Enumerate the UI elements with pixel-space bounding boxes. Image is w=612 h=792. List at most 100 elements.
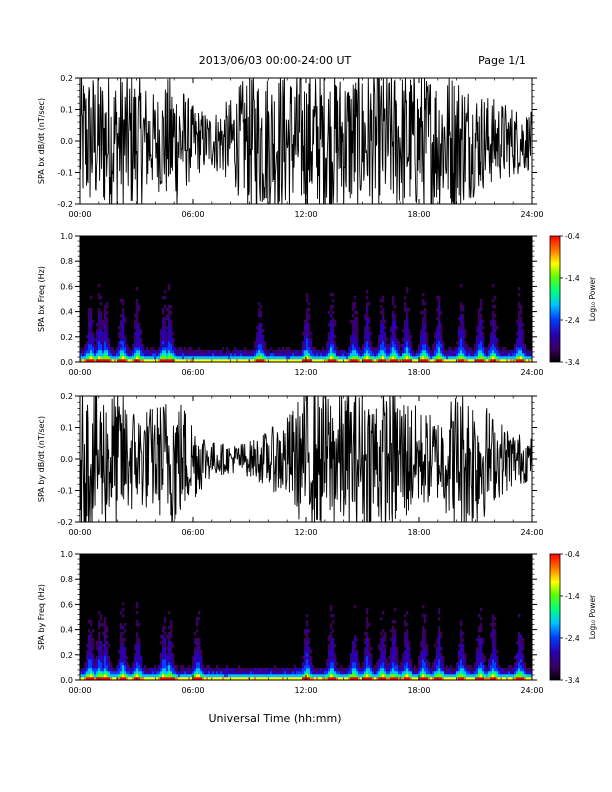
spectrogram-cell: [326, 341, 329, 345]
spectrogram-cell: [138, 332, 141, 336]
spectrogram-cell: [406, 635, 409, 639]
spectrogram-cell: [308, 347, 311, 351]
spectrogram-cell: [516, 677, 519, 681]
spectrogram-cell: [356, 665, 359, 669]
spectrogram-cell: [450, 347, 453, 351]
spectrogram-cell: [514, 656, 517, 660]
spectrogram-cell: [168, 326, 171, 330]
spectrogram-cell: [216, 674, 219, 678]
spectrogram-cell: [490, 677, 493, 681]
spectrogram-cell: [132, 677, 135, 681]
spectrogram-cell: [410, 341, 413, 345]
spectrogram-cell: [406, 359, 409, 363]
spectrogram-cell: [312, 671, 315, 675]
spectrogram-cell: [372, 671, 375, 675]
spectrogram-cell: [88, 323, 91, 327]
spectrogram-cell: [420, 356, 423, 360]
x-tick-label: 06:00: [181, 210, 204, 219]
spectrogram-cell: [306, 353, 309, 357]
spectrogram-cell: [124, 623, 127, 627]
spectrogram-cell: [236, 350, 239, 354]
spectrogram-cell: [144, 350, 147, 354]
spectrogram-cell: [424, 617, 427, 621]
spectrogram-cell: [138, 329, 141, 333]
spectrogram-cell: [100, 347, 103, 351]
spectrogram-cell: [482, 662, 485, 666]
spectrogram-cell: [462, 665, 465, 669]
spectrogram-cell: [430, 356, 433, 360]
spectrogram-cell: [394, 620, 397, 624]
spectrogram-cell: [382, 650, 385, 654]
spectrogram-cell: [256, 332, 259, 336]
spectrogram-cell: [458, 329, 461, 333]
spectrogram-cell: [324, 356, 327, 360]
spectrogram-cell: [392, 299, 395, 303]
x-tick-label: 00:00: [68, 686, 91, 695]
spectrogram-cell: [328, 668, 331, 672]
spectrogram-cell: [156, 674, 159, 678]
spectrogram-cell: [192, 659, 195, 663]
spectrogram-cell: [222, 677, 225, 681]
spectrogram-cell: [124, 662, 127, 666]
spectrogram-cell: [384, 662, 387, 666]
spectrogram-cell: [162, 638, 165, 642]
spectrogram-cell: [138, 344, 141, 348]
spectrogram-cell: [206, 668, 209, 672]
spectrogram-cell: [162, 296, 165, 300]
spectrogram-cell: [518, 302, 521, 306]
spectrogram-cell: [382, 347, 385, 351]
spectrogram-cell: [182, 359, 185, 363]
spectrogram-cell: [370, 356, 373, 360]
spectrogram-cell: [404, 662, 407, 666]
spectrogram-cell: [140, 356, 143, 360]
spectrogram-cell: [334, 347, 337, 351]
y-tick-label: 0.8: [60, 575, 73, 584]
spectrogram-cell: [258, 347, 261, 351]
spectrogram-cell: [490, 674, 493, 678]
spectrogram-cell: [86, 356, 89, 360]
spectrogram-cell: [460, 323, 463, 327]
spectrogram-cell: [302, 674, 305, 678]
spectrogram-cell: [84, 353, 87, 357]
spectrogram-cell: [98, 635, 101, 639]
spectrogram-cell: [274, 677, 277, 681]
spectrogram-cell: [110, 671, 113, 675]
spectrogram-cell: [206, 356, 209, 360]
spectrogram-cell: [464, 329, 467, 333]
spectrogram-cell: [492, 674, 495, 678]
spectrogram-cell: [92, 659, 95, 663]
spectrogram-cell: [458, 335, 461, 339]
spectrogram-cell: [354, 323, 357, 327]
spectrogram-cell: [436, 350, 439, 354]
spectrogram-cell: [406, 653, 409, 657]
spectrogram-cell: [152, 359, 155, 363]
spectrogram-cell: [396, 677, 399, 681]
spectrogram-cell: [392, 632, 395, 636]
spectrogram-cell: [332, 332, 335, 336]
spectrogram-cell: [126, 359, 129, 363]
spectrogram-cell: [308, 350, 311, 354]
spectrogram-cell: [356, 338, 359, 342]
spectrogram-cell: [428, 356, 431, 360]
spectrogram-cell: [440, 332, 443, 336]
spectrogram-cell: [100, 671, 103, 675]
spectrogram-cell: [426, 353, 429, 357]
spectrogram-cell: [438, 611, 441, 615]
spectrogram-cell: [168, 347, 171, 351]
spectrogram-cell: [142, 677, 145, 681]
spectrogram-cell: [104, 344, 107, 348]
spectrogram-cell: [436, 638, 439, 642]
spectrogram-cell: [458, 317, 461, 321]
spectrogram-cell: [458, 332, 461, 336]
spectrogram-cell: [490, 653, 493, 657]
spectrogram-cell: [166, 665, 169, 669]
spectrogram-cell: [234, 350, 237, 354]
spectrogram-cell: [462, 659, 465, 663]
spectrogram-cell: [112, 677, 115, 681]
spectrogram-cell: [104, 671, 107, 675]
spectrogram-cell: [102, 332, 105, 336]
spectrogram-cell: [134, 665, 137, 669]
spectrogram-cell: [460, 350, 463, 354]
spectrogram-cell: [130, 359, 133, 363]
spectrogram-cell: [366, 329, 369, 333]
